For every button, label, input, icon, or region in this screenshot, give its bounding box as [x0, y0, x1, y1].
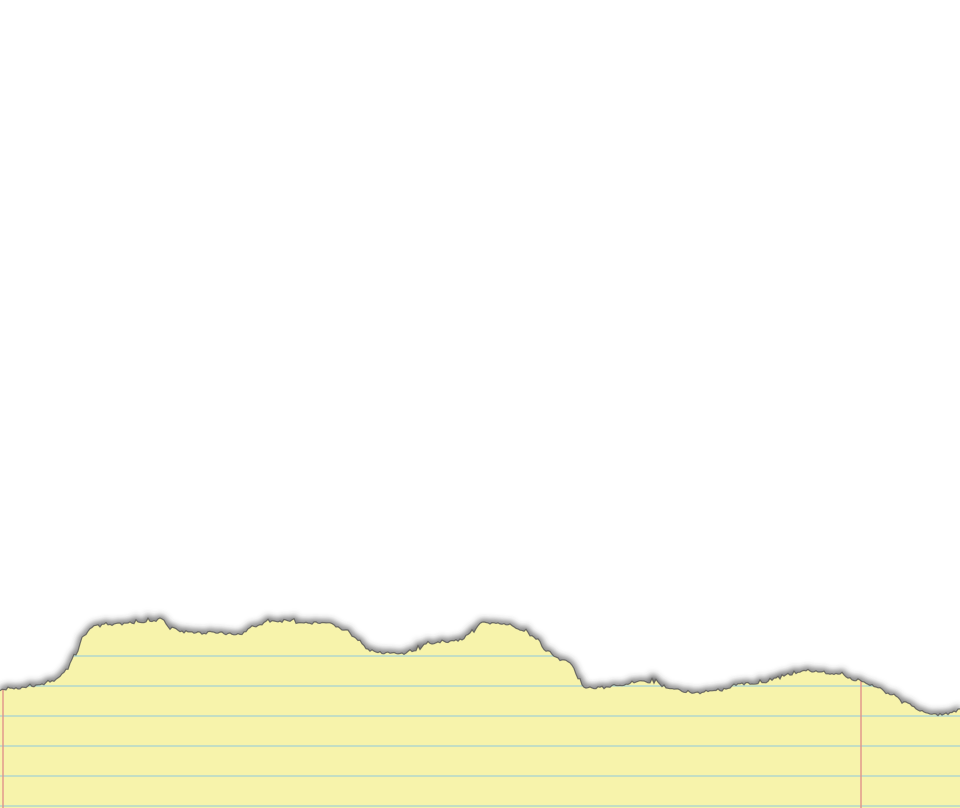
ruled-lines [0, 655, 960, 807]
paper-sheet [0, 618, 960, 808]
torn-edge [0, 617, 960, 717]
